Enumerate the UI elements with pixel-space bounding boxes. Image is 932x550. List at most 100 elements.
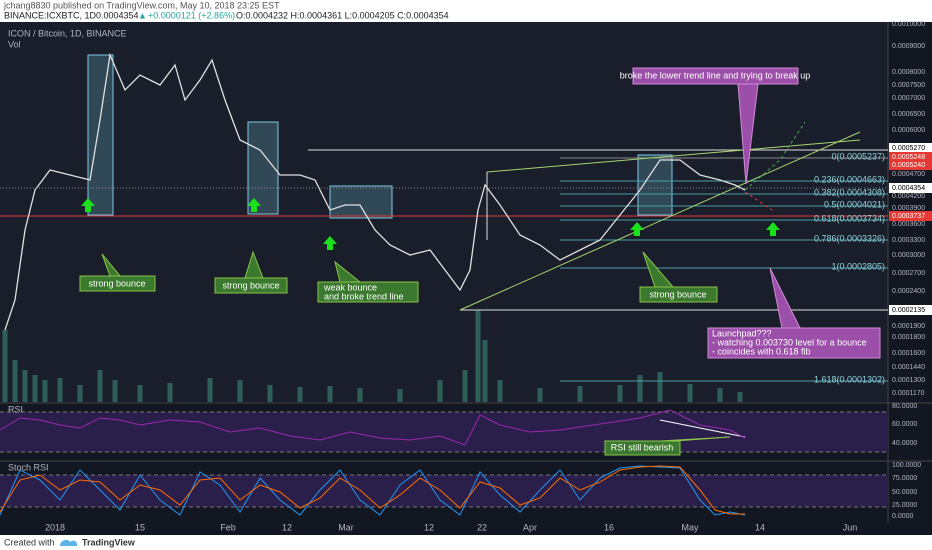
stoch-axis-label: 25.0000 (892, 502, 917, 509)
symbol: BINANCE:ICXBTC, 1D (4, 10, 97, 20)
price-label: 0.0003000 (892, 252, 925, 259)
time-label: 14 (755, 522, 765, 532)
stoch-axis-label: 0.0000 (892, 513, 914, 520)
price-tag (889, 143, 932, 153)
up-arrow (630, 222, 644, 236)
price-label: 0.0006000 (892, 127, 925, 134)
price-label: 0.0003600 (892, 221, 925, 228)
fib-label: 0.618(0.0003734) (814, 213, 885, 223)
publisher: jchang8830 published on TradingView.com,… (3, 0, 280, 10)
up-arrow (766, 222, 780, 236)
drawings (0, 54, 888, 382)
fib-label: 1.618(0.0001302) (814, 374, 885, 384)
price-label: 0.0004354 (892, 185, 925, 192)
price-label: 0.0001170 (892, 390, 925, 397)
annotation: weak bounce (323, 282, 377, 292)
rsi-line (0, 409, 746, 446)
callout-box (632, 67, 799, 185)
callout-box (79, 253, 156, 292)
price-label: 0.0004200 (892, 193, 925, 200)
trend-line (459, 131, 861, 311)
price-label: 0.0005240 (892, 162, 925, 169)
time-label: Feb (220, 522, 236, 532)
time-label: Apr (523, 522, 537, 532)
rsi-label: RSI (8, 404, 23, 414)
rsi-axis-label: 40.0000 (892, 440, 917, 447)
price-label: 0.0009000 (892, 43, 925, 50)
projection-down (744, 191, 776, 213)
time-label: 15 (135, 522, 145, 532)
price-label: 0.0007500 (892, 82, 925, 89)
arrows (81, 198, 780, 250)
arrow: ▲ (138, 10, 147, 20)
volume-label: Vol (8, 39, 21, 49)
price-label: 0.0001900 (892, 323, 925, 330)
time-label: 12 (282, 522, 292, 532)
price-label: 0.0003300 (892, 237, 925, 244)
price-scale (888, 22, 932, 535)
stoch-axis-label: 100.0000 (892, 462, 921, 469)
trend-line (486, 139, 861, 173)
box (247, 121, 279, 215)
price-label: 0.0003737 (892, 213, 925, 220)
annotation: strong bounce (649, 289, 706, 299)
callout-box (214, 250, 288, 294)
price-tag (889, 305, 932, 315)
price-label: 0.0008000 (892, 69, 925, 76)
price-tag (889, 211, 932, 221)
fib-label: 0.786(0.0003326) (814, 233, 885, 243)
price-tag (889, 152, 932, 162)
price-label: 0.0005270 (892, 145, 925, 152)
price-tag (889, 183, 932, 193)
time-label: 12 (424, 522, 434, 532)
time-label: May (681, 522, 699, 532)
fib-label: 1(0.0002805) (831, 261, 885, 271)
footer-brand: TradingView (82, 537, 136, 547)
time-label: 22 (477, 522, 487, 532)
price-label: 0.0001600 (892, 350, 925, 357)
annotation: - coincides with 0.618 fib (712, 346, 811, 356)
logo (60, 539, 78, 546)
stoch-axis-label: 50.0000 (892, 489, 917, 496)
rsi-band (0, 412, 888, 452)
header-bar (0, 0, 932, 22)
footer-bar (0, 535, 932, 550)
rsi-axis-label: 60.0000 (892, 421, 917, 428)
price-line (4, 52, 746, 331)
chart-title: ICON / Bitcoin, 1D, BINANCE (8, 28, 127, 38)
volume-bars (2, 310, 743, 402)
annotation: Launchpad??? (712, 328, 772, 338)
time-label: Mar (338, 522, 354, 532)
time-label: 2018 (45, 522, 65, 532)
price-label: 0.0001300 (892, 377, 925, 384)
footer-text: Created with (4, 537, 55, 547)
price-label: 0.0005248 (892, 154, 925, 161)
fib-label: 0.382(0.0004308) (814, 187, 885, 197)
last: 0.0004354 (96, 10, 139, 20)
annotation: - watching 0.003730 level for a bounce (712, 337, 867, 347)
callout-box (604, 436, 731, 456)
callout-box (317, 260, 419, 303)
time-label: Jun (843, 522, 858, 532)
stoch-label: Stoch RSI (8, 462, 49, 472)
price-label: 0.0001440 (892, 364, 925, 371)
annotation: RSI still bearish (611, 442, 674, 452)
rsi-axis-label: 80.0000 (892, 403, 917, 410)
box (329, 185, 393, 219)
callouts: strong bounce strong bounce weak bounce … (79, 67, 881, 456)
price-tag (889, 160, 932, 170)
stoch-d (0, 465, 745, 515)
rsi-trend (659, 419, 746, 438)
price-label: 0.0010000 (892, 21, 925, 28)
price-label: 0.0002135 (892, 307, 925, 314)
fib-label: 0(0.0005237) (831, 151, 885, 161)
callout-box (639, 251, 718, 303)
price-label: 0.0003900 (892, 205, 925, 212)
price-label: 0.0004700 (892, 171, 925, 178)
annotation: and broke trend line (324, 291, 404, 301)
box (87, 54, 114, 216)
up-arrow (81, 198, 95, 212)
price-label: 0.0002700 (892, 270, 925, 277)
